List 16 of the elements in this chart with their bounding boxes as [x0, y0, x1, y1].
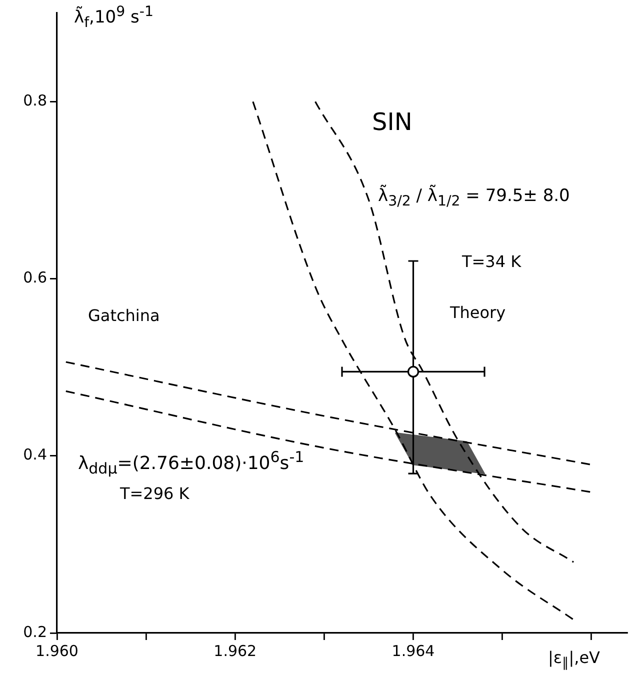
y-tick-label: 0.8 — [23, 91, 47, 110]
annotation: Gatchina — [88, 306, 160, 325]
annotation: Theory — [450, 303, 506, 322]
x-tick-label: 1.964 — [392, 642, 435, 660]
annotation: λ$_{ddμ}$=(2.76±0.08)·10$^{6}$s$^{-1}$ — [78, 448, 304, 478]
annotation: SIN — [372, 108, 412, 136]
annotation: λ̃$_{3/2}$ / λ̃$_{1/2}$ = 79.5± 8.0 — [378, 186, 570, 210]
annotation: T=34 K — [462, 252, 522, 271]
x-axis-title: |ε$_{∥}$|,eV — [548, 648, 600, 672]
x-tick-label: 1.962 — [214, 642, 257, 660]
y-tick-label: 0.2 — [23, 622, 47, 641]
annotation: T=296 K — [120, 484, 190, 503]
y-axis-title: λ̃$_{f}$,10$^{9}$ s$^{-1}$ — [74, 4, 154, 32]
y-tick-label: 0.6 — [23, 268, 47, 287]
y-tick-label: 0.4 — [23, 446, 47, 464]
x-tick-label: 1.960 — [36, 642, 78, 660]
